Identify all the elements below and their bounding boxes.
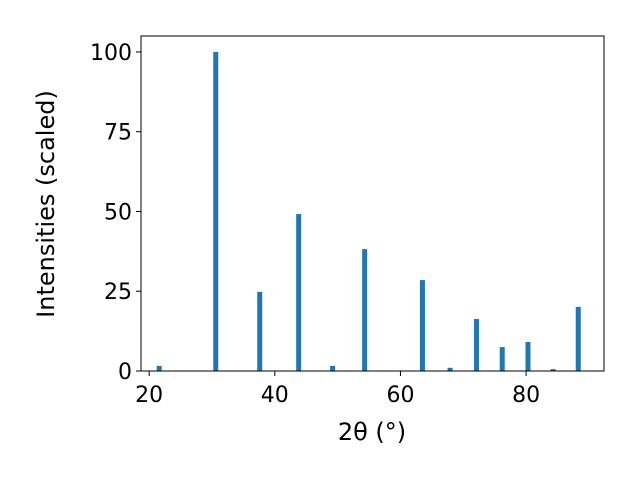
x-tick-label: 40 [261, 383, 289, 408]
x-tick-label: 60 [386, 383, 414, 408]
y-tick-label: 75 [104, 121, 132, 146]
bar [525, 341, 531, 371]
plot-frame [140, 35, 605, 372]
bar [447, 367, 453, 371]
bar [550, 369, 556, 371]
bar [419, 280, 425, 371]
bar [473, 318, 479, 371]
bar [499, 347, 505, 371]
y-tick-label: 0 [118, 360, 132, 385]
y-tick-label: 50 [104, 200, 132, 225]
bar [257, 291, 263, 371]
x-tick-label: 80 [512, 383, 540, 408]
bar [296, 214, 302, 371]
bar [575, 306, 581, 371]
x-axis-label: 2θ (°) [338, 418, 406, 446]
y-axis-label: Intensities (scaled) [32, 90, 60, 318]
bar [362, 249, 368, 371]
y-tick-label: 25 [104, 280, 132, 305]
x-tick-label: 20 [135, 383, 163, 408]
bar [330, 365, 336, 371]
bar [213, 51, 219, 371]
y-tick-label: 100 [90, 41, 132, 66]
bar [156, 365, 162, 371]
